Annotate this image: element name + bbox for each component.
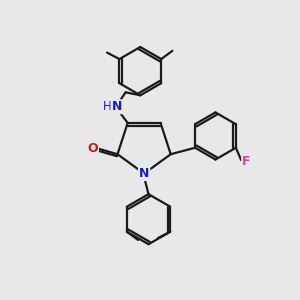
Text: H: H xyxy=(103,100,111,113)
Text: O: O xyxy=(88,142,98,154)
Text: N: N xyxy=(112,100,122,113)
Text: F: F xyxy=(242,155,251,168)
Text: N: N xyxy=(139,167,149,180)
